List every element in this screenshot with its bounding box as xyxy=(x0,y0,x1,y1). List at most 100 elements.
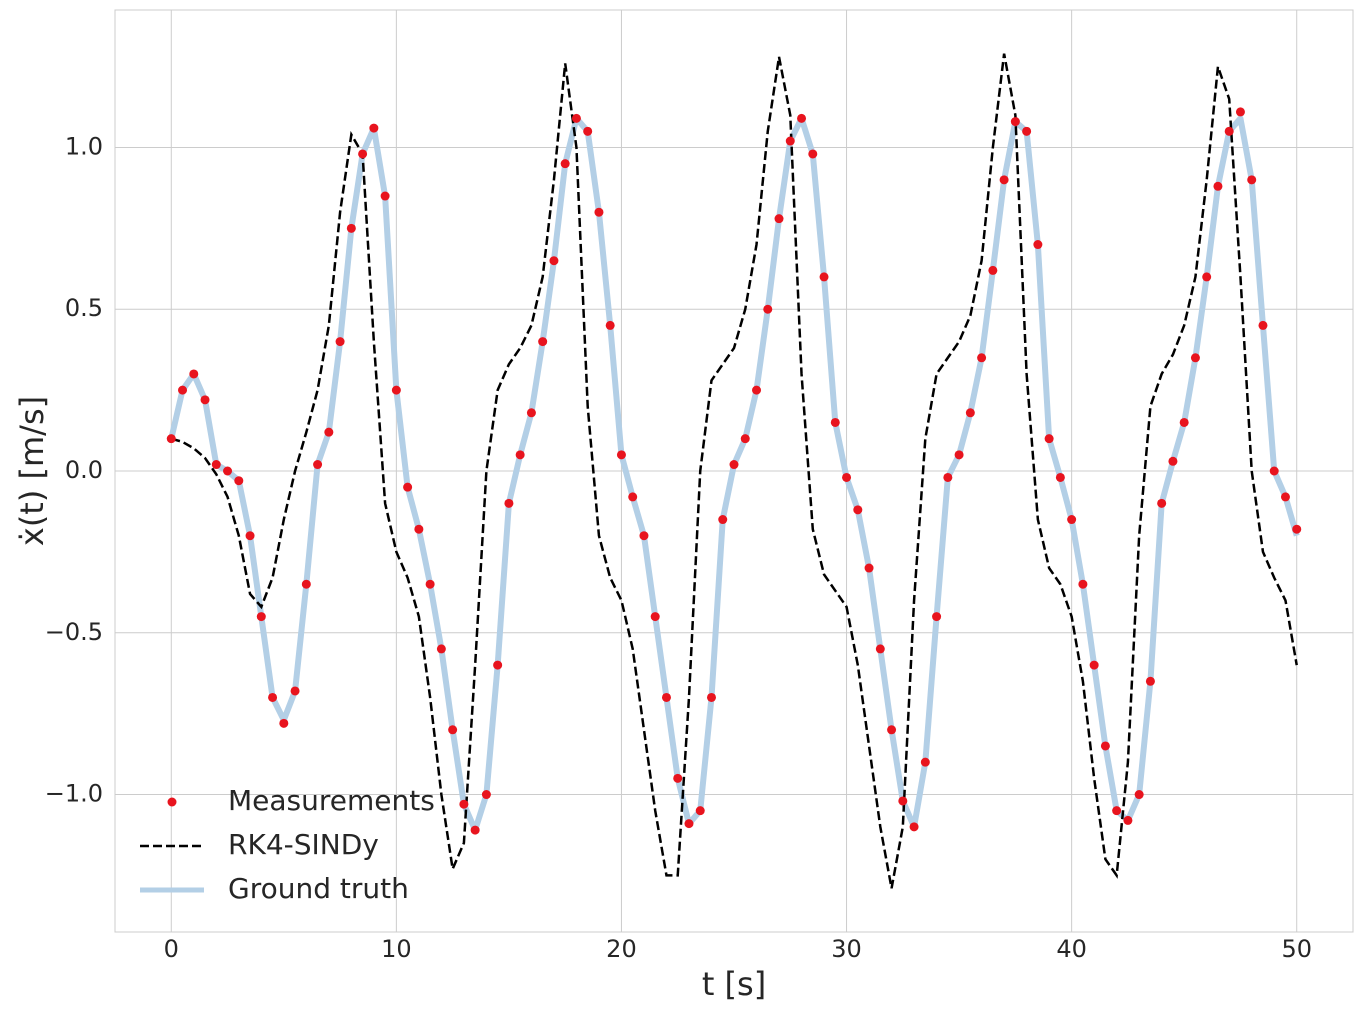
data-point xyxy=(1044,434,1054,444)
data-point xyxy=(324,427,334,437)
data-point xyxy=(1190,353,1200,363)
data-point xyxy=(752,385,762,395)
data-point xyxy=(459,799,469,809)
data-point xyxy=(1123,815,1133,825)
data-point xyxy=(223,466,233,476)
line xyxy=(170,53,1298,889)
data-point xyxy=(706,692,716,702)
data-point xyxy=(1168,456,1178,466)
data-point xyxy=(954,450,964,460)
data-point xyxy=(763,304,773,314)
data-point xyxy=(695,806,705,816)
y-axis-label: ẋ(t) [m/s] xyxy=(13,396,51,546)
data-point xyxy=(898,796,908,806)
data-point xyxy=(560,159,570,169)
data-point xyxy=(301,579,311,589)
data-point xyxy=(448,725,458,735)
data-point xyxy=(1078,579,1088,589)
data-point xyxy=(661,692,671,702)
data-point xyxy=(864,563,874,573)
data-point xyxy=(1202,272,1212,282)
data-point xyxy=(1280,492,1290,502)
data-point xyxy=(797,113,807,123)
data-point xyxy=(234,476,244,486)
data-point xyxy=(425,579,435,589)
data-point xyxy=(1235,107,1245,117)
x-tick-label: 50 xyxy=(1281,935,1312,963)
data-point xyxy=(977,353,987,363)
data-point xyxy=(189,369,199,379)
data-point xyxy=(1213,181,1223,191)
data-point xyxy=(1089,660,1099,670)
data-point xyxy=(605,320,615,330)
data-point xyxy=(999,175,1009,185)
data-point xyxy=(628,492,638,502)
data-point xyxy=(1145,676,1155,686)
data-point xyxy=(256,612,266,622)
data-point xyxy=(380,191,390,201)
data-point xyxy=(538,337,548,347)
data-point xyxy=(965,408,975,418)
data-point xyxy=(988,265,998,275)
data-point xyxy=(1292,524,1302,534)
data-point xyxy=(718,515,728,525)
data-point xyxy=(1067,515,1077,525)
data-point xyxy=(853,505,863,515)
data-point xyxy=(549,256,559,266)
data-point xyxy=(594,207,604,217)
data-point xyxy=(932,612,942,622)
data-point xyxy=(740,434,750,444)
data-point xyxy=(335,337,345,347)
data-point xyxy=(830,417,840,427)
data-point xyxy=(403,482,413,492)
data-point xyxy=(1055,472,1065,482)
legend-label: Ground truth xyxy=(228,872,409,905)
data-point xyxy=(211,460,221,470)
data-point xyxy=(1010,117,1020,127)
data-point xyxy=(436,644,446,654)
data-point xyxy=(290,686,300,696)
x-tick-label: 20 xyxy=(606,935,637,963)
data-point xyxy=(391,385,401,395)
y-tick-label: 1.0 xyxy=(65,132,103,160)
data-point xyxy=(819,272,829,282)
data-point xyxy=(515,450,525,460)
data-point xyxy=(481,790,491,800)
x-tick-label: 10 xyxy=(381,935,412,963)
legend-label: Measurements xyxy=(228,784,435,817)
data-point xyxy=(1033,240,1043,250)
data-point xyxy=(808,149,818,159)
data-point xyxy=(1269,466,1279,476)
data-point xyxy=(571,113,581,123)
data-point xyxy=(200,395,210,405)
data-point xyxy=(268,692,278,702)
data-point xyxy=(1100,741,1110,751)
data-point xyxy=(943,472,953,482)
y-tick-label: −0.5 xyxy=(45,618,103,646)
data-point xyxy=(1157,498,1167,508)
data-point xyxy=(178,385,188,395)
data-point xyxy=(639,531,649,541)
y-tick-label: 0.5 xyxy=(65,294,103,322)
x-tick-label: 40 xyxy=(1056,935,1087,963)
data-point xyxy=(1179,417,1189,427)
data-point xyxy=(245,531,255,541)
data-point xyxy=(684,819,694,829)
data-point xyxy=(358,149,368,159)
x-axis-label: t [s] xyxy=(702,965,766,1003)
data-point xyxy=(414,524,424,534)
legend-label: RK4-SINDy xyxy=(228,828,379,861)
y-tick-label: −1.0 xyxy=(45,780,103,808)
data-point xyxy=(279,718,289,728)
y-tick-label: 0.0 xyxy=(65,456,103,484)
data-point xyxy=(504,498,514,508)
x-tick-label: 30 xyxy=(831,935,862,963)
data-point xyxy=(729,460,739,470)
data-point xyxy=(650,612,660,622)
data-point xyxy=(346,223,356,233)
x-tick-label: 0 xyxy=(164,935,179,963)
data-point xyxy=(842,472,852,482)
data-point xyxy=(616,450,626,460)
data-point xyxy=(1224,126,1234,136)
